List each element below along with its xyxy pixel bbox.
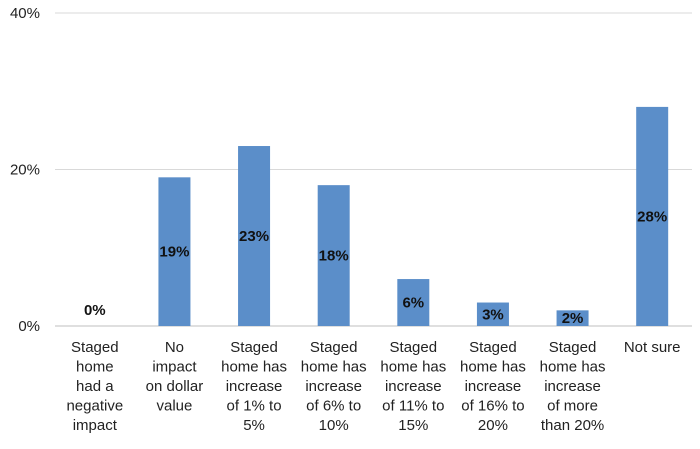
category-label-line: had a — [76, 378, 114, 395]
category-label-line: increase — [226, 378, 283, 395]
bars — [158, 106, 669, 327]
category-label-line: of 6% to — [306, 398, 361, 415]
category-label-line: than 20% — [541, 417, 604, 434]
category-labels: Staged home had a negative impact No impact on … — [66, 339, 680, 434]
data-label: 2% — [562, 310, 584, 327]
category-label-line: Staged — [310, 339, 358, 356]
category-label-line: of 16% to — [461, 398, 524, 415]
category-label-line: Staged — [230, 339, 278, 356]
category-label-line: impact — [152, 359, 197, 376]
category-label-line: home — [76, 359, 114, 376]
data-label: 19% — [159, 244, 189, 261]
bar — [397, 279, 430, 326]
category-label-line: No — [165, 339, 184, 356]
data-label: 0% — [84, 302, 106, 319]
category-label: Staged home has increase of 16% to 20% — [460, 339, 526, 434]
category-label-line: increase — [544, 378, 601, 395]
bar — [317, 185, 350, 326]
category-label-line: increase — [385, 378, 442, 395]
category-label: Not sure — [624, 339, 681, 356]
category-label-line: on dollar — [146, 378, 204, 395]
category-label: Staged home has increase of 1% to 5% — [221, 339, 287, 434]
category-label-line: value — [157, 398, 193, 415]
category-label-line: 15% — [398, 417, 428, 434]
category-label-line: negative — [66, 398, 123, 415]
data-label: 23% — [239, 228, 269, 245]
bar — [238, 146, 271, 326]
data-label: 18% — [319, 248, 349, 265]
y-tick-label: 0% — [18, 318, 40, 335]
category-label-line: impact — [73, 417, 118, 434]
category-label: Staged home has increase of 11% to 15% — [380, 339, 446, 434]
data-label: 28% — [637, 208, 667, 225]
category-label-line: Staged — [549, 339, 597, 356]
category-label-line: of 11% to — [382, 398, 444, 415]
y-tick-label: 20% — [10, 162, 40, 179]
category-label-line: Staged — [390, 339, 438, 356]
y-tick-label: 40% — [10, 5, 40, 22]
data-label: 6% — [402, 295, 424, 312]
category-label-line: home has — [221, 359, 287, 376]
category-label-line: 20% — [478, 417, 508, 434]
bar — [636, 106, 669, 327]
category-label-line: home has — [380, 359, 446, 376]
category-label-line: home has — [460, 359, 526, 376]
data-label: 3% — [482, 306, 504, 323]
category-label-line: increase — [305, 378, 362, 395]
category-label-line: home has — [301, 359, 367, 376]
category-label-line: Not sure — [624, 339, 681, 356]
category-label: Staged home had a negative impact — [66, 339, 123, 434]
category-label-line: 5% — [243, 417, 265, 434]
bar — [158, 177, 191, 326]
category-label: No impact on dollar value — [146, 339, 204, 415]
category-label-line: Staged — [71, 339, 119, 356]
y-axis-tick-labels: 0% 20% 40% — [10, 5, 40, 335]
data-labels: 0% 19% 23% 18% 6% 3% 2% 28% — [84, 208, 667, 327]
bar — [476, 302, 509, 326]
gridlines — [55, 12, 692, 327]
category-label-line: 10% — [319, 417, 349, 434]
category-label-line: Staged — [469, 339, 517, 356]
category-label-line: of more — [547, 398, 598, 415]
category-label: Staged home has increase of 6% to 10% — [301, 339, 367, 434]
category-label: Staged home has increase of more than 20% — [540, 339, 606, 434]
category-label-line: increase — [465, 378, 522, 395]
category-label-line: of 1% to — [227, 398, 282, 415]
category-label-line: home has — [540, 359, 606, 376]
bar — [556, 310, 589, 326]
